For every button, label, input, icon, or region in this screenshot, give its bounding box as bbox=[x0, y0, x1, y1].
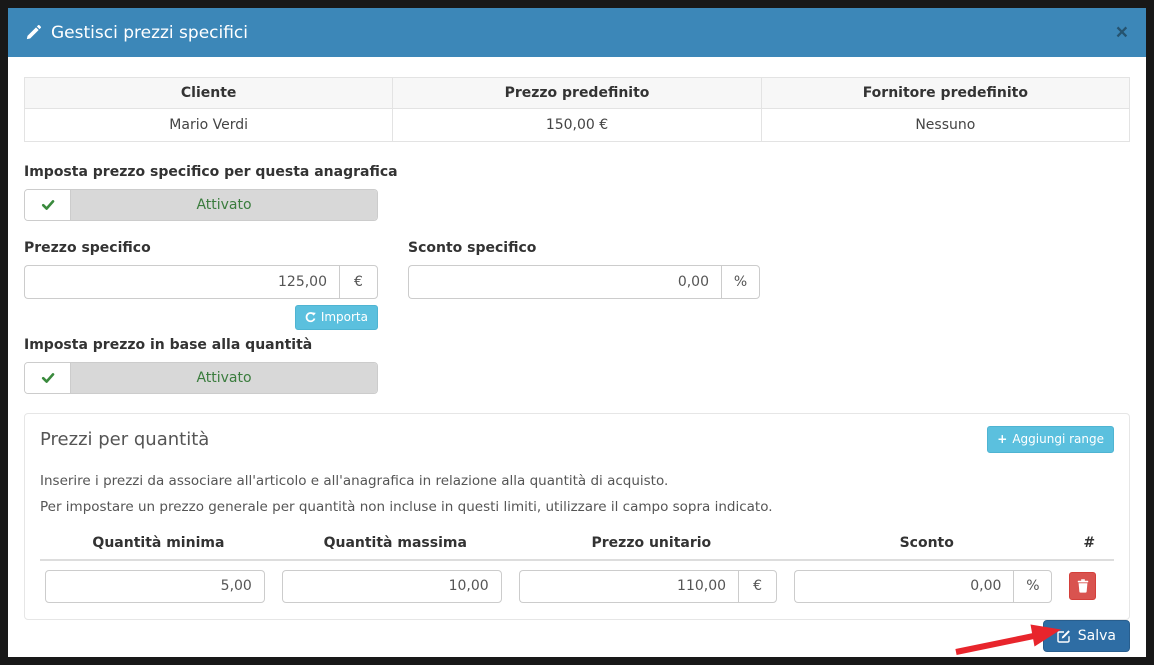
quantity-toggle-state: Attivato bbox=[71, 362, 377, 393]
qty-header-actions: # bbox=[1064, 526, 1114, 561]
summary-header-fornitore: Fornitore predefinito bbox=[760, 77, 1131, 109]
delete-row-button[interactable] bbox=[1069, 572, 1097, 601]
qty-price-input[interactable] bbox=[518, 569, 739, 603]
currency-addon: € bbox=[339, 265, 378, 299]
panel-description-2: Per impostare un prezzo generale per qua… bbox=[40, 498, 773, 515]
summary-cell-prezzo: 150,00 € bbox=[392, 108, 762, 142]
summary-header-cliente: Cliente bbox=[23, 77, 394, 109]
summary-cell-cliente: Mario Verdi bbox=[23, 108, 394, 142]
specific-price-label: Prezzo specifico bbox=[24, 240, 151, 256]
check-icon bbox=[25, 190, 71, 220]
qty-price-input-group: € bbox=[518, 569, 778, 603]
edit-square-icon bbox=[1057, 629, 1071, 643]
table-row: Mario Verdi 150,00 € Nessuno bbox=[23, 108, 1131, 142]
qty-min-input[interactable] bbox=[45, 569, 265, 603]
plus-icon: + bbox=[997, 431, 1008, 446]
currency-addon: € bbox=[738, 569, 778, 603]
check-icon bbox=[25, 362, 71, 393]
pencil-icon bbox=[26, 25, 41, 40]
summary-table: Cliente Prezzo predefinito Fornitore pre… bbox=[23, 77, 1131, 142]
specific-discount-label: Sconto specifico bbox=[408, 240, 537, 256]
qty-header-min: Quantità minima bbox=[40, 526, 277, 561]
qty-max-input[interactable] bbox=[281, 569, 502, 603]
summary-header-prezzo: Prezzo predefinito bbox=[392, 77, 762, 109]
add-range-button[interactable]: + Aggiungi range bbox=[987, 425, 1114, 453]
specific-price-toggle[interactable]: Attivato bbox=[24, 189, 378, 221]
import-button[interactable]: Importa bbox=[294, 305, 378, 330]
modal-header: Gestisci prezzi specifici × bbox=[8, 8, 1146, 57]
save-button[interactable]: Salva bbox=[1042, 619, 1130, 652]
refresh-icon bbox=[305, 312, 316, 323]
specific-price-input[interactable] bbox=[24, 265, 339, 299]
panel-heading: Prezzi per quantità + Aggiungi range bbox=[25, 414, 1129, 461]
modal-title-text: Gestisci prezzi specifici bbox=[51, 22, 249, 43]
trash-icon bbox=[1077, 579, 1089, 593]
modal-footer: Salva bbox=[8, 619, 1146, 657]
close-icon[interactable]: × bbox=[1115, 21, 1128, 44]
percent-addon: % bbox=[721, 265, 760, 299]
summary-cell-fornitore: Nessuno bbox=[760, 108, 1131, 142]
modal-dialog: Gestisci prezzi specifici × Cliente Prez… bbox=[8, 8, 1146, 657]
table-row: € % bbox=[40, 560, 1114, 605]
panel-description-1: Inserire i prezzi da associare all'artic… bbox=[40, 472, 669, 489]
add-range-label: Aggiungi range bbox=[1012, 431, 1104, 446]
qty-discount-input-group: % bbox=[794, 569, 1053, 603]
quantity-price-toggle[interactable]: Attivato bbox=[24, 361, 378, 394]
panel-body: Inserire i prezzi da associare all'artic… bbox=[25, 461, 1129, 619]
qty-header-max: Quantità massima bbox=[276, 526, 514, 561]
percent-addon: % bbox=[1013, 569, 1053, 603]
qty-header-discount: Sconto bbox=[789, 526, 1065, 561]
panel-title: Prezzi per quantità bbox=[40, 428, 210, 450]
save-button-label: Salva bbox=[1077, 627, 1116, 644]
specific-discount-input[interactable] bbox=[408, 265, 721, 299]
specific-discount-input-group: % bbox=[408, 265, 760, 299]
quantity-prices-table: Quantità minima Quantità massima Prezzo … bbox=[40, 526, 1114, 605]
modal-body: Cliente Prezzo predefinito Fornitore pre… bbox=[8, 57, 1146, 620]
quantity-toggle-label: Imposta prezzo in base alla quantità bbox=[24, 336, 313, 353]
qty-discount-input[interactable] bbox=[794, 569, 1014, 603]
quantity-prices-panel: Prezzi per quantità + Aggiungi range Ins… bbox=[24, 412, 1130, 620]
specific-price-input-group: € bbox=[24, 265, 378, 299]
import-button-label: Importa bbox=[320, 310, 368, 324]
specific-price-toggle-state: Attivato bbox=[71, 190, 377, 220]
modal-title: Gestisci prezzi specifici bbox=[26, 23, 248, 43]
qty-header-price: Prezzo unitario bbox=[513, 526, 790, 561]
specific-price-toggle-label: Imposta prezzo specifico per questa anag… bbox=[24, 164, 398, 180]
